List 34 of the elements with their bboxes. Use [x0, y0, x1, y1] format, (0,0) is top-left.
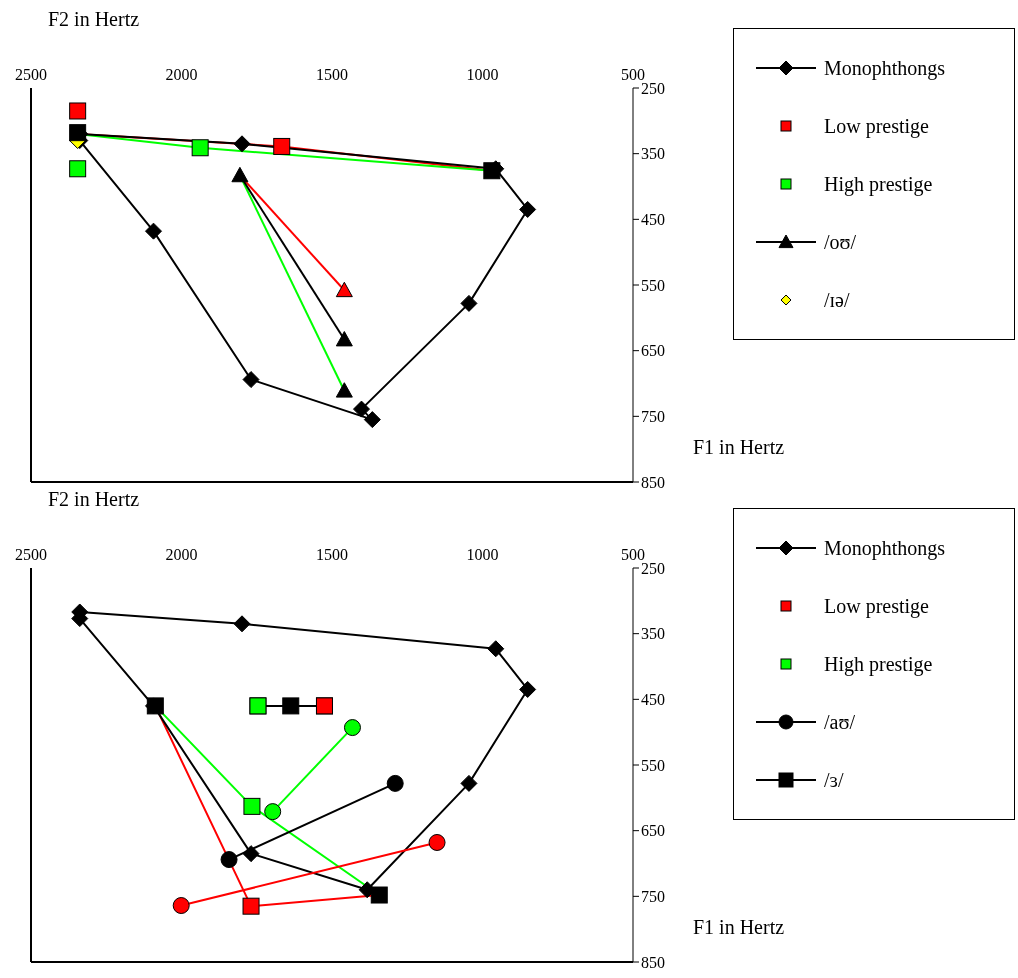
- y-tick-label: 350: [641, 145, 665, 163]
- legend-label: /ɜ/: [824, 768, 844, 792]
- legend-label: High prestige: [824, 652, 933, 676]
- y-tick-label: 350: [641, 625, 665, 643]
- y-tick-label: 850: [641, 473, 665, 491]
- y-tick-label: 650: [641, 342, 665, 360]
- y-tick-label: 750: [641, 408, 665, 426]
- x-tick-label: 2500: [15, 66, 47, 83]
- x-tick-label: 2500: [15, 546, 47, 563]
- legend-label: Low prestige: [824, 594, 929, 618]
- y-axis-title: F1 in Hertz: [693, 916, 785, 939]
- x-axis-title: F2 in Hertz: [48, 488, 140, 511]
- legend-label: /oʊ/: [824, 230, 857, 254]
- legend-label: Monophthongs: [824, 536, 946, 560]
- y-axis-title: F1 in Hertz: [693, 436, 785, 459]
- x-tick-label: 1000: [466, 66, 499, 83]
- legend-label: Low prestige: [824, 114, 929, 138]
- legend-label: High prestige: [824, 172, 933, 196]
- x-tick-label: 1500: [316, 66, 348, 83]
- legend-label: Monophthongs: [824, 56, 946, 80]
- y-tick-label: 550: [641, 276, 665, 294]
- legend-label: /ɪə/: [824, 288, 850, 312]
- legend-label: /aʊ/: [824, 710, 855, 734]
- y-tick-label: 450: [641, 691, 665, 709]
- y-tick-label: 550: [641, 756, 665, 774]
- y-tick-label: 750: [641, 888, 665, 906]
- x-axis-title: F2 in Hertz: [48, 8, 140, 31]
- x-tick-label: 1000: [466, 546, 499, 563]
- x-tick-label: 1500: [316, 546, 348, 563]
- y-tick-label: 650: [641, 822, 665, 840]
- x-tick-label: 2000: [165, 546, 198, 563]
- y-tick-label: 850: [641, 953, 665, 971]
- x-tick-label: 2000: [165, 66, 198, 83]
- y-tick-label: 450: [641, 211, 665, 229]
